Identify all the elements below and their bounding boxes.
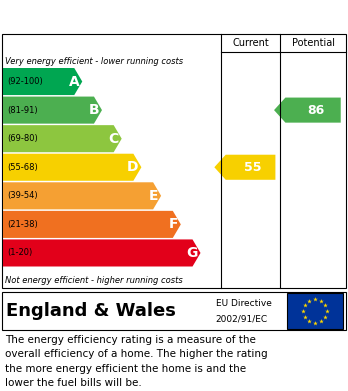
Text: (1-20): (1-20) [7, 248, 32, 257]
Text: C: C [109, 132, 119, 146]
Text: Very energy efficient - lower running costs: Very energy efficient - lower running co… [5, 57, 183, 66]
Text: (39-54): (39-54) [7, 191, 38, 200]
Polygon shape [3, 182, 161, 209]
Polygon shape [214, 155, 275, 180]
Text: B: B [88, 103, 99, 117]
Text: Current: Current [232, 38, 269, 48]
Text: 2002/91/EC: 2002/91/EC [216, 315, 268, 324]
Text: A: A [69, 75, 79, 88]
Text: 55: 55 [244, 161, 262, 174]
Text: (92-100): (92-100) [7, 77, 43, 86]
Polygon shape [3, 97, 102, 124]
Polygon shape [3, 211, 181, 238]
Polygon shape [274, 98, 341, 123]
Text: 86: 86 [307, 104, 324, 117]
Text: G: G [186, 246, 198, 260]
Text: (69-80): (69-80) [7, 134, 38, 143]
Text: Energy Efficiency Rating: Energy Efficiency Rating [7, 9, 228, 23]
Polygon shape [3, 68, 82, 95]
Text: The energy efficiency rating is a measure of the
overall efficiency of a home. T: The energy efficiency rating is a measur… [5, 335, 268, 388]
Polygon shape [3, 125, 122, 152]
Text: D: D [127, 160, 139, 174]
Text: England & Wales: England & Wales [6, 302, 176, 320]
Bar [287, 293, 343, 329]
Text: F: F [168, 217, 178, 231]
Text: Potential: Potential [292, 38, 334, 48]
Text: (21-38): (21-38) [7, 220, 38, 229]
Polygon shape [3, 154, 141, 181]
Polygon shape [3, 239, 200, 267]
Text: E: E [149, 189, 158, 203]
Text: EU Directive: EU Directive [216, 299, 272, 308]
Text: (81-91): (81-91) [7, 106, 38, 115]
Text: (55-68): (55-68) [7, 163, 38, 172]
Text: Not energy efficient - higher running costs: Not energy efficient - higher running co… [5, 276, 183, 285]
